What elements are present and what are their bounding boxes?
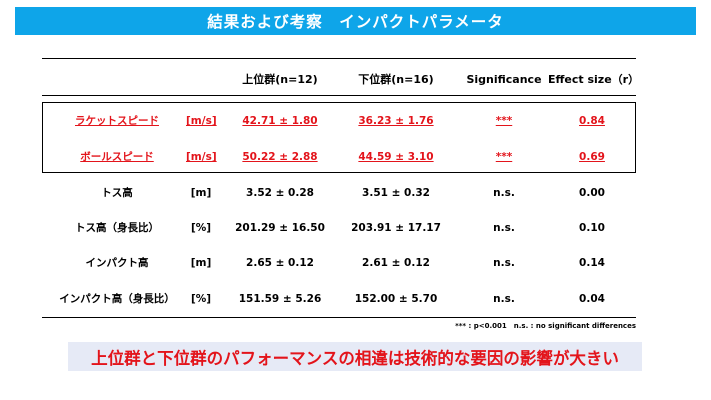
table-top-rule [42, 58, 636, 60]
row-lower-value: 44.59 ± 3.10 [358, 151, 434, 163]
row-unit: [%] [190, 293, 212, 305]
row-effect-size: 0.10 [579, 222, 605, 234]
row-significance: n.s. [493, 187, 515, 199]
row-parameter-name: インパクト高（身長比） [59, 293, 175, 305]
header-upper-group: 上位群(n=12) [242, 73, 318, 86]
row-parameter-name: インパクト高 [85, 257, 149, 269]
table-bottom-rule [42, 317, 636, 318]
row-upper-value: 201.29 ± 16.50 [235, 222, 325, 234]
header-lower-group: 下位群(n=16) [358, 73, 434, 86]
row-unit: [m/s] [186, 151, 217, 163]
row-lower-value: 152.00 ± 5.70 [354, 293, 438, 305]
row-upper-value: 42.71 ± 1.80 [242, 115, 318, 127]
row-parameter-name: トス高 [101, 187, 133, 199]
row-significance: n.s. [493, 222, 515, 234]
footnote: *** : p<0.001 n.s. : no significant diff… [455, 322, 636, 330]
row-significance: *** [495, 151, 513, 163]
row-lower-value: 2.61 ± 0.12 [362, 257, 430, 269]
row-upper-value: 50.22 ± 2.88 [242, 151, 318, 163]
slide-title: 結果および考察 インパクトパラメータ [15, 7, 696, 35]
row-parameter-name: ボールスピード [80, 151, 154, 163]
row-effect-size: 0.84 [579, 115, 605, 127]
row-significance: n.s. [493, 293, 515, 305]
header-rule [42, 95, 636, 96]
row-effect-size: 0.00 [579, 187, 605, 199]
row-lower-value: 3.51 ± 0.32 [362, 187, 430, 199]
row-lower-value: 203.91 ± 17.17 [351, 222, 441, 234]
row-effect-size: 0.69 [579, 151, 605, 163]
row-parameter-name: トス高（身長比） [75, 222, 159, 234]
conclusion-banner: 上位群と下位群のパフォーマンスの相違は技術的な要因の影響が大きい [68, 342, 642, 371]
row-effect-size: 0.14 [579, 257, 605, 269]
row-parameter-name: ラケットスピード [75, 115, 159, 127]
header-significance: Significance [466, 73, 542, 86]
row-significance: *** [495, 115, 513, 127]
row-upper-value: 151.59 ± 5.26 [238, 293, 322, 305]
row-unit: [m] [190, 257, 212, 269]
row-significance: n.s. [493, 257, 515, 269]
row-effect-size: 0.04 [579, 293, 605, 305]
header-effect-size: Effect size（r） [548, 73, 640, 86]
row-unit: [m/s] [186, 115, 217, 127]
row-lower-value: 36.23 ± 1.76 [358, 115, 434, 127]
row-unit: [%] [190, 222, 212, 234]
row-upper-value: 3.52 ± 0.28 [246, 187, 314, 199]
row-upper-value: 2.65 ± 0.12 [246, 257, 314, 269]
row-unit: [m] [190, 187, 212, 199]
significant-rows-box [42, 102, 636, 173]
